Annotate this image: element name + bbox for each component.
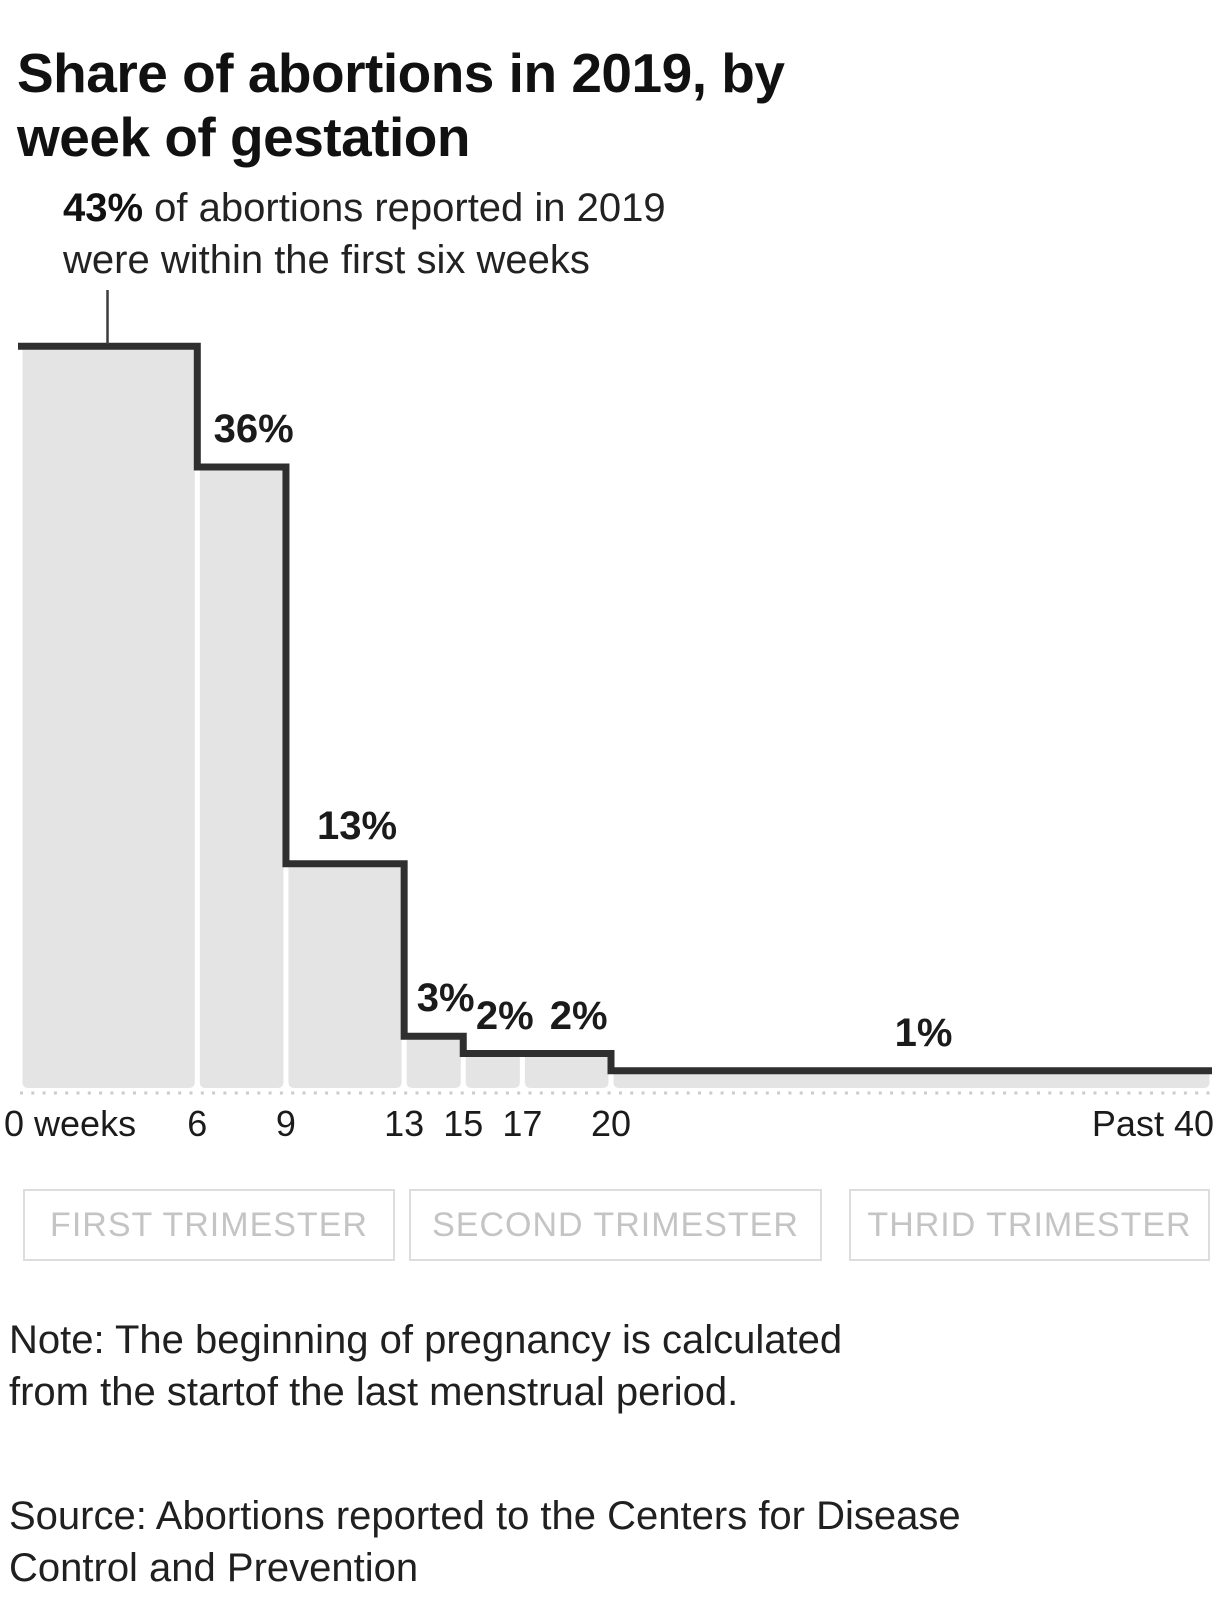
annotation-text: of abortions reported in 2019 were withi… xyxy=(63,186,666,282)
bar xyxy=(524,1054,609,1088)
annotation: 43% of abortions reported in 2019 were w… xyxy=(63,182,703,286)
bar xyxy=(406,1037,461,1088)
chart-title: Share of abortions in 2019, by week of g… xyxy=(17,41,785,168)
source-text: Source: Abortions reported to the Center… xyxy=(9,1494,961,1590)
bar xyxy=(288,864,402,1088)
bar xyxy=(465,1054,520,1088)
note-text: Note: The beginning of pregnancy is calc… xyxy=(9,1318,843,1414)
step-outline xyxy=(18,342,1212,1075)
bar xyxy=(613,1071,1210,1088)
annotation-highlight: 43% xyxy=(63,186,144,230)
bar xyxy=(22,347,195,1088)
bar xyxy=(199,468,284,1088)
